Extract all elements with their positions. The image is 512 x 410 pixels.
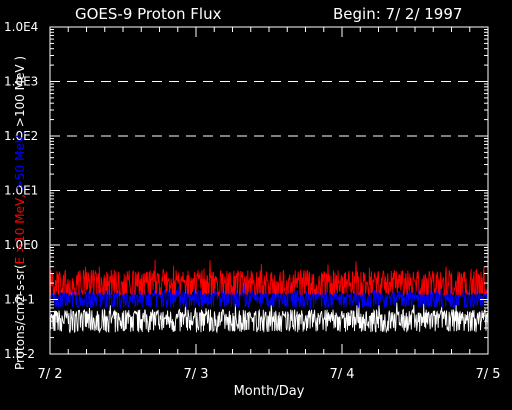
- gridlines: [50, 81, 488, 246]
- x-tick-labels: 7/ 2 7/ 3 7/ 4 7/ 5: [37, 367, 500, 382]
- ytick-label-1: 1.0E3: [4, 75, 38, 89]
- y-tick-labels: 1.0E4 1.0E3 1.0E2 1.0E1 1.0E0 1.E-1 1.E-2: [4, 20, 38, 361]
- series--100-mev: [49, 302, 489, 334]
- series-e-10-mev: [49, 259, 489, 297]
- xtick-label-1: 7/ 3: [183, 367, 208, 382]
- y-label-prefix: Protons/cm2-s-sr(: [13, 264, 27, 370]
- axis-ticks: [49, 26, 489, 355]
- y-label-series-100mev: >100 MeV ): [13, 56, 27, 127]
- xtick-label-3: 7/ 5: [475, 367, 500, 382]
- series-layer: [49, 259, 489, 334]
- ytick-label-6: 1.E-2: [4, 347, 35, 361]
- y-label-series-10mev: E >10 MeV,: [13, 194, 27, 264]
- ytick-label-4: 1.0E0: [4, 238, 38, 252]
- x-axis-label: Month/Day: [234, 384, 305, 399]
- ytick-label-3: 1.0E1: [4, 184, 38, 198]
- y-axis-label: Protons/cm2-s-sr(E >10 MeV, >50 MeV, >100 …: [13, 56, 27, 370]
- ytick-label-2: 1.0E2: [4, 129, 38, 143]
- ytick-label-0: 1.0E4: [4, 20, 38, 34]
- xtick-label-2: 7/ 4: [329, 367, 354, 382]
- y-label-series-50mev: >50 MeV,: [13, 131, 27, 190]
- ytick-label-5: 1.E-1: [4, 293, 35, 307]
- xtick-label-0: 7/ 2: [37, 367, 62, 382]
- chart-title: GOES-9 Proton Flux: [75, 5, 222, 23]
- begin-date: Begin: 7/ 2/ 1997: [333, 5, 462, 23]
